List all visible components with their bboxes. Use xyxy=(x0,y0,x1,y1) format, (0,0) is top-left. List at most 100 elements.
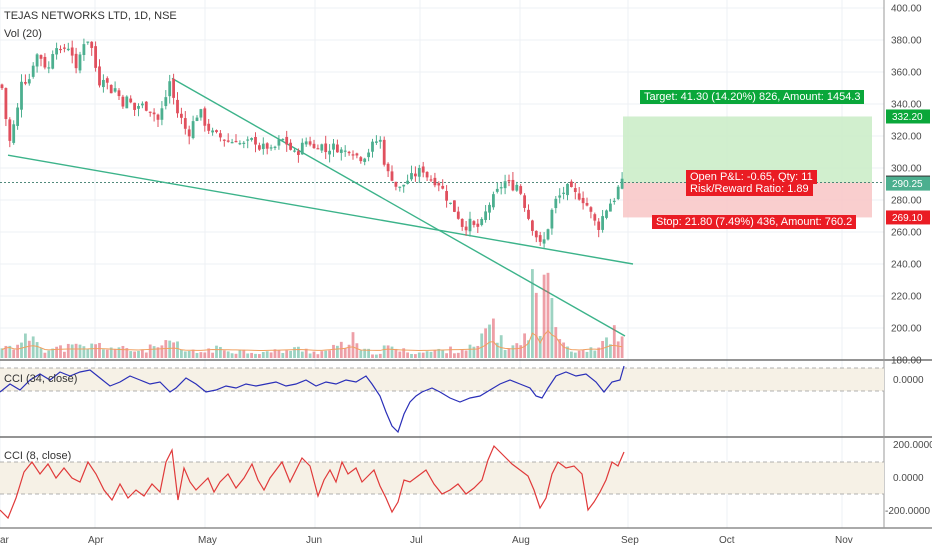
candle-body-99 xyxy=(386,163,390,172)
volume-bar-43 xyxy=(168,340,172,358)
volume-bar-105 xyxy=(410,353,413,358)
time-axis: ar Apr May Jun Jul Aug Sep Oct Nov xyxy=(0,535,853,546)
cci-band xyxy=(0,462,884,494)
volume-bar-6 xyxy=(24,333,27,358)
price-candles xyxy=(0,38,624,248)
cci-34-legend: CCI (34, close) xyxy=(4,373,78,385)
volume-bar-70 xyxy=(273,349,277,358)
candle-body-14 xyxy=(55,48,58,55)
volume-bar-22 xyxy=(86,348,90,358)
volume-bar-25 xyxy=(98,342,101,358)
cci1-tick-0: 0.0000 xyxy=(893,375,924,386)
candle-body-96 xyxy=(375,141,378,143)
volume-bar-133 xyxy=(519,345,523,358)
volume-bar-11 xyxy=(43,352,47,358)
candle-body-33 xyxy=(129,98,133,103)
candle-body-128 xyxy=(499,187,503,189)
candle-body-1 xyxy=(4,88,8,120)
candle-body-13 xyxy=(51,54,55,69)
candle-body-21 xyxy=(82,44,86,56)
candle-body-44 xyxy=(172,78,175,98)
volume-bar-83 xyxy=(324,350,328,358)
volume-bar-13 xyxy=(51,348,55,358)
candle-body-29 xyxy=(113,88,117,92)
volume-bar-77 xyxy=(300,351,304,358)
candle-body-77 xyxy=(300,142,304,155)
volume-bar-113 xyxy=(441,350,445,358)
volume-bar-157 xyxy=(612,325,616,358)
candle-body-28 xyxy=(109,84,113,94)
candle-body-98 xyxy=(382,139,386,165)
volume-bar-152 xyxy=(593,350,597,358)
candle-body-129 xyxy=(503,181,507,189)
candle-body-36 xyxy=(141,103,144,106)
candle-body-110 xyxy=(429,179,433,181)
volume-bar-3 xyxy=(12,349,16,358)
y-tick-2: 220.00 xyxy=(891,292,922,303)
x-tick-1: Apr xyxy=(88,535,104,546)
volume-bar-56 xyxy=(219,346,222,358)
candle-body-3 xyxy=(12,124,16,143)
volume-bar-52 xyxy=(203,352,207,358)
candle-body-55 xyxy=(215,130,218,133)
cci-34-pane xyxy=(0,365,884,434)
volume-bar-127 xyxy=(495,342,499,358)
channel-upper xyxy=(171,77,626,337)
candle-body-0 xyxy=(0,84,4,89)
open-pl-label: Open P&L: -0.65, Qty: 11 xyxy=(686,170,817,184)
candle-body-27 xyxy=(105,78,109,83)
candle-body-141 xyxy=(550,209,554,229)
volume-bar-143 xyxy=(558,339,562,358)
candle-body-15 xyxy=(59,48,62,51)
candle-body-106 xyxy=(414,173,417,177)
volume-bar-73 xyxy=(285,350,289,358)
candle-body-8 xyxy=(31,65,35,77)
volume-bar-123 xyxy=(480,333,484,358)
candle-body-109 xyxy=(425,171,429,178)
volume-bar-81 xyxy=(316,354,320,358)
candle-body-115 xyxy=(449,202,452,204)
volume-bar-20 xyxy=(78,344,82,358)
volume-bar-42 xyxy=(164,340,168,358)
price-axis: 180.00 200.00 220.00 240.00 260.00 280.00 300.… xyxy=(885,4,932,518)
candle-body-57 xyxy=(222,139,226,141)
x-tick-0: ar xyxy=(0,535,10,546)
candle-body-104 xyxy=(406,180,409,184)
volume-bar-100 xyxy=(390,346,394,358)
candle-body-45 xyxy=(176,99,179,114)
candle-body-63 xyxy=(246,139,250,141)
volume-bar-124 xyxy=(484,328,487,358)
candle-body-9 xyxy=(35,54,39,67)
candle-body-43 xyxy=(168,81,172,97)
candle-body-87 xyxy=(339,149,343,153)
x-tick-6: Sep xyxy=(621,535,639,546)
y-tick-6: 300.00 xyxy=(891,164,922,175)
volume-bar-146 xyxy=(570,351,573,358)
volume-bar-28 xyxy=(109,347,113,358)
candle-body-40 xyxy=(156,114,160,120)
candle-body-30 xyxy=(117,90,121,97)
volume-bar-58 xyxy=(226,351,230,358)
candle-body-121 xyxy=(472,221,476,225)
volume-bar-36 xyxy=(141,349,144,358)
candle-body-159 xyxy=(620,178,624,189)
volume-bar-53 xyxy=(207,348,211,358)
volume-bar-31 xyxy=(121,345,125,358)
candle-body-42 xyxy=(164,97,168,107)
volume-bar-12 xyxy=(47,350,51,358)
volume-bar-121 xyxy=(472,346,476,358)
candle-body-26 xyxy=(102,79,105,88)
x-tick-2: May xyxy=(198,535,217,546)
volume-bar-9 xyxy=(35,342,39,358)
target-label: Target: 41.30 (14.20%) 826, Amount: 1454… xyxy=(640,90,865,104)
volume-bar-15 xyxy=(59,345,62,358)
candle-body-74 xyxy=(289,142,292,150)
volume-bar-1 xyxy=(4,345,8,358)
volume-bar-159 xyxy=(620,336,624,358)
candle-body-67 xyxy=(261,143,265,150)
volume-bar-55 xyxy=(215,345,218,358)
volume-bar-64 xyxy=(250,352,253,358)
volume-bar-106 xyxy=(414,354,417,358)
volume-bar-23 xyxy=(90,343,94,358)
candle-body-71 xyxy=(277,139,281,146)
